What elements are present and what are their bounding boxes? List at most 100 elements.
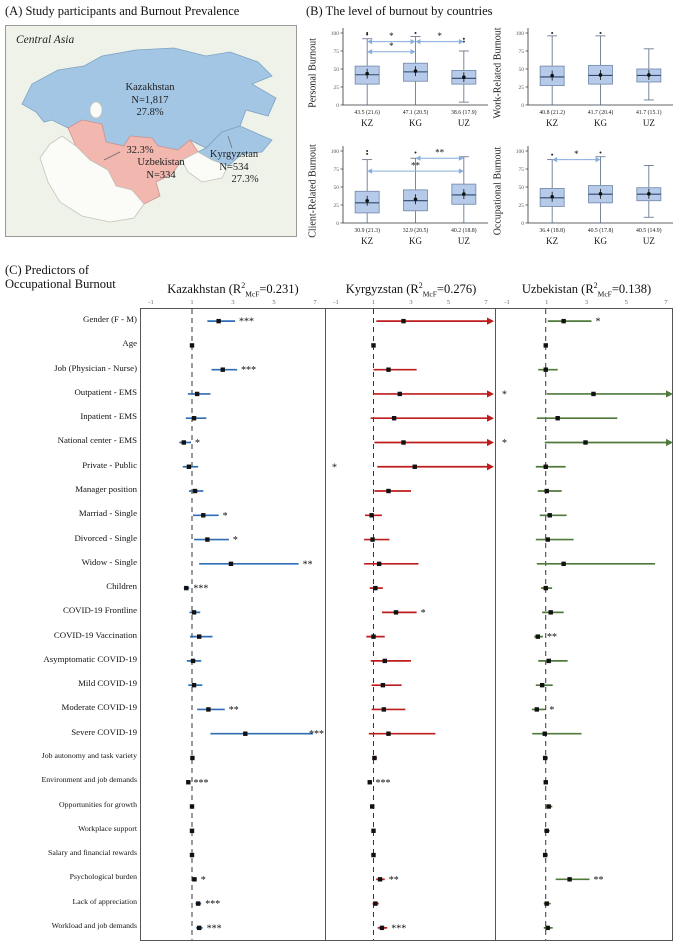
row-label-covid-19-vaccination: COVID-19 Vaccination bbox=[53, 629, 137, 640]
svg-text:KG: KG bbox=[594, 118, 607, 128]
svg-text:**: ** bbox=[593, 875, 603, 886]
svg-text:100: 100 bbox=[516, 149, 525, 155]
svg-text:UZ: UZ bbox=[643, 118, 655, 128]
panel-b-title: (B) The level of burnout by countries bbox=[306, 4, 493, 18]
svg-text:25: 25 bbox=[519, 203, 525, 209]
svg-text:KG: KG bbox=[594, 236, 607, 246]
column-header-kazakhstan: Kazakhstan (R2McF=0.231) bbox=[167, 281, 299, 299]
svg-text:41.7 (15.1): 41.7 (15.1) bbox=[636, 109, 662, 116]
svg-text:75: 75 bbox=[334, 167, 340, 173]
row-label-job-autonomy-and-task-variety: Job autonomy and task variety bbox=[41, 750, 137, 760]
row-label-gender-f-m-: Gender (F - M) bbox=[83, 314, 137, 325]
row-label-psychological-burden: Psychological burden bbox=[69, 872, 137, 882]
svg-text:**: ** bbox=[303, 559, 313, 570]
panel-a-title: (A) Study participants and Burnout Preva… bbox=[5, 4, 240, 18]
svg-text:25: 25 bbox=[334, 85, 340, 91]
svg-text:*: * bbox=[233, 535, 238, 546]
svg-text:47.1 (20.5): 47.1 (20.5) bbox=[403, 109, 429, 116]
row-label-national-center-ems: National center - EMS bbox=[57, 435, 137, 446]
kyrgyzstan-name: Kyrgyzstan bbox=[209, 149, 259, 160]
uzbekistan-pct: 32.3% bbox=[126, 145, 154, 156]
country-label-uzbekistan: Uzbekistan N=334 bbox=[124, 157, 198, 182]
axis-tick: 1 bbox=[371, 299, 376, 306]
svg-text:75: 75 bbox=[519, 167, 525, 173]
row-label-workload-and-job-demands: Workload and job demands bbox=[51, 920, 137, 930]
svg-text:32.9 (20.5): 32.9 (20.5) bbox=[403, 227, 429, 234]
svg-text:***: *** bbox=[207, 923, 222, 934]
svg-text:0: 0 bbox=[336, 103, 339, 109]
svg-text:***: *** bbox=[241, 365, 256, 376]
row-label-covid-19-frontline: COVID-19 Frontline bbox=[62, 605, 137, 616]
svg-text:40.2 (18.8): 40.2 (18.8) bbox=[451, 227, 477, 234]
svg-text:***: *** bbox=[193, 584, 208, 595]
svg-text:***: *** bbox=[194, 778, 209, 789]
axis-tick: -1 bbox=[504, 299, 510, 306]
kyrgyzstan-pct: 27.3% bbox=[231, 174, 259, 186]
svg-text:*: * bbox=[437, 31, 442, 41]
svg-text:***: *** bbox=[391, 923, 406, 934]
panel-a: (A) Study participants and Burnout Preva… bbox=[5, 4, 303, 237]
row-label-asymptomatic-covid-19: Asymptomatic COVID-19 bbox=[43, 653, 137, 664]
axis-tick: 3 bbox=[584, 299, 589, 306]
svg-text:**: ** bbox=[411, 161, 421, 171]
svg-text:40.5 (17.8): 40.5 (17.8) bbox=[588, 227, 614, 234]
svg-text:100: 100 bbox=[331, 31, 340, 37]
svg-text:*: * bbox=[389, 41, 394, 51]
svg-text:*: * bbox=[595, 317, 600, 328]
row-label-marriad-single: Marriad - Single bbox=[78, 508, 137, 519]
svg-text:UZ: UZ bbox=[643, 236, 655, 246]
region-label: Central Asia bbox=[16, 34, 75, 46]
column-header-uzbekistan: Uzbekistan (R2McF=0.138) bbox=[521, 281, 652, 299]
row-label-outpatient-ems: Outpatient - EMS bbox=[74, 386, 137, 397]
row-label-environment-and-job-demands: Environment and job demands bbox=[41, 775, 138, 785]
svg-text:**: ** bbox=[389, 875, 399, 886]
y-axis-label: Work-Related Burnout bbox=[492, 27, 503, 119]
row-label-children: Children bbox=[106, 581, 137, 592]
svg-text:*: * bbox=[549, 705, 554, 716]
boxplot-svg: 0 25 50 75 100 40.8 (21.2) KZ 41.7 (20.4) KG 41.7… bbox=[516, 28, 673, 128]
svg-text:50: 50 bbox=[519, 185, 525, 191]
svg-text:100: 100 bbox=[516, 31, 525, 37]
boxplot-client-related-burnout: Client-Related Burnout 0 25 50 75 100 30.9 (21… bbox=[306, 139, 491, 257]
y-axis-label: Client-Related Burnout bbox=[307, 144, 318, 238]
row-label-severe-covid-19: Severe COVID-19 bbox=[71, 726, 137, 737]
axis-tick: 1 bbox=[545, 299, 549, 306]
map-svg bbox=[21, 47, 277, 223]
svg-text:**: ** bbox=[547, 632, 557, 643]
svg-text:KZ: KZ bbox=[546, 118, 558, 128]
svg-text:75: 75 bbox=[334, 49, 340, 55]
axis-tick: 7 bbox=[484, 299, 488, 306]
svg-text:UZ: UZ bbox=[458, 236, 470, 246]
svg-text:75: 75 bbox=[519, 49, 525, 55]
svg-text:38.6 (17.9): 38.6 (17.9) bbox=[451, 109, 477, 116]
svg-text:KZ: KZ bbox=[361, 236, 373, 246]
axis-tick: -1 bbox=[333, 299, 339, 306]
svg-text:41.7 (20.4): 41.7 (20.4) bbox=[588, 109, 614, 116]
svg-text:*: * bbox=[421, 608, 426, 619]
svg-text:***: *** bbox=[239, 317, 254, 328]
svg-text:KZ: KZ bbox=[546, 236, 558, 246]
forest-column-kazakhstan: *** *** * * * ** *** ** *** *** * *** *** bbox=[141, 309, 325, 940]
svg-text:50: 50 bbox=[519, 67, 525, 73]
row-label-opportunities-for-growth: Opportunities for growth bbox=[59, 799, 137, 809]
axis-tick: 1 bbox=[190, 299, 194, 306]
central-asia-map: Central Asia Kazakhstan N=1,817 27.8% 32… bbox=[5, 25, 297, 237]
svg-text:KZ: KZ bbox=[361, 118, 373, 128]
svg-text:30.9 (21.3): 30.9 (21.3) bbox=[354, 227, 380, 234]
axis-tick: 5 bbox=[272, 299, 276, 306]
svg-text:*: * bbox=[389, 31, 394, 41]
svg-text:0: 0 bbox=[336, 221, 339, 227]
svg-text:*: * bbox=[195, 438, 200, 449]
svg-text:KG: KG bbox=[409, 236, 422, 246]
boxplot-svg: 0 25 50 75 100 43.5 (21.6) KZ 47.1 (20.5) KG 38.6… bbox=[331, 28, 488, 128]
y-axis-label: Personal Burnout bbox=[307, 38, 318, 108]
axis-tick: 3 bbox=[409, 299, 413, 306]
svg-text:***: *** bbox=[205, 899, 220, 910]
row-label-divorced-single: Divorced - Single bbox=[74, 532, 137, 543]
svg-text:UZ: UZ bbox=[458, 118, 470, 128]
uzbekistan-name: Uzbekistan bbox=[137, 157, 185, 168]
boxplot-svg: 0 25 50 75 100 36.4 (18.8) KZ 40.5 (17.8) KG 40.5… bbox=[516, 146, 673, 246]
svg-text:50: 50 bbox=[334, 67, 340, 73]
map-turkmenistan bbox=[39, 135, 145, 223]
